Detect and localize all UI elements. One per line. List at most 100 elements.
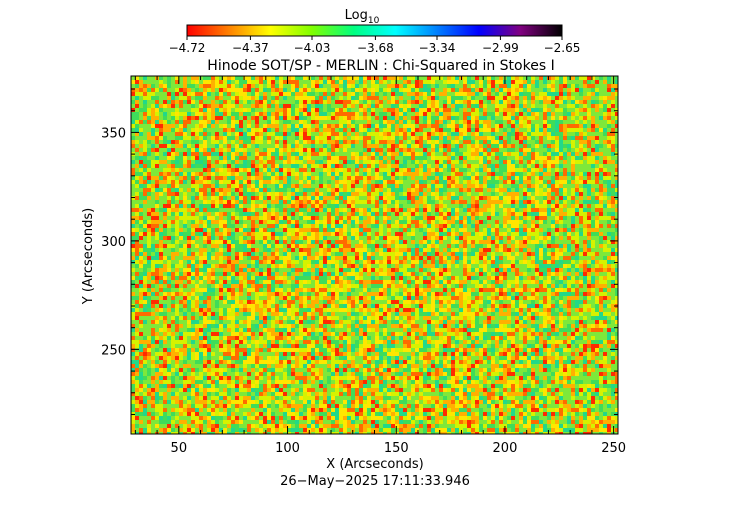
heatmap-cell bbox=[363, 216, 367, 220]
heatmap-cell bbox=[575, 164, 579, 168]
heatmap-cell bbox=[539, 196, 543, 200]
heatmap-cell bbox=[359, 172, 363, 176]
heatmap-cell bbox=[323, 212, 327, 216]
heatmap-cell bbox=[139, 180, 143, 184]
heatmap-cell bbox=[235, 176, 239, 180]
heatmap-cell bbox=[387, 136, 391, 140]
heatmap-cell bbox=[483, 164, 487, 168]
heatmap-cell bbox=[395, 168, 399, 172]
heatmap-cell bbox=[427, 80, 431, 84]
heatmap-cell bbox=[527, 132, 531, 136]
heatmap-cell bbox=[335, 204, 339, 208]
heatmap-cell bbox=[579, 116, 583, 120]
heatmap-cell bbox=[339, 184, 343, 188]
heatmap-cell bbox=[191, 232, 195, 236]
heatmap-cell bbox=[183, 80, 187, 84]
heatmap-cell bbox=[203, 212, 207, 216]
heatmap-cell bbox=[219, 124, 223, 128]
heatmap-cell bbox=[603, 180, 607, 184]
heatmap-cell bbox=[307, 128, 311, 132]
heatmap-cell bbox=[315, 124, 319, 128]
heatmap-cell bbox=[131, 188, 135, 192]
heatmap-cell bbox=[359, 232, 363, 236]
heatmap-cell bbox=[435, 80, 439, 84]
heatmap-cell bbox=[579, 220, 583, 224]
heatmap-cell bbox=[431, 76, 435, 80]
heatmap-cell bbox=[547, 176, 551, 180]
heatmap-cell bbox=[283, 220, 287, 224]
heatmap-cell bbox=[571, 136, 575, 140]
heatmap-cell bbox=[591, 124, 595, 128]
heatmap-cell bbox=[551, 160, 555, 164]
heatmap-cell bbox=[359, 92, 363, 96]
heatmap-cell bbox=[251, 108, 255, 112]
heatmap-cell bbox=[399, 96, 403, 100]
heatmap-cell bbox=[319, 160, 323, 164]
heatmap-cell bbox=[559, 116, 563, 120]
heatmap-cell bbox=[211, 192, 215, 196]
heatmap-cell bbox=[415, 236, 419, 240]
heatmap-cell bbox=[403, 180, 407, 184]
heatmap-cell bbox=[603, 100, 607, 104]
heatmap-cell bbox=[135, 196, 139, 200]
heatmap-cell bbox=[519, 200, 523, 204]
heatmap-cell bbox=[455, 172, 459, 176]
heatmap-cell bbox=[243, 144, 247, 148]
heatmap-cell bbox=[191, 192, 195, 196]
heatmap-cell bbox=[579, 232, 583, 236]
heatmap-cell bbox=[387, 108, 391, 112]
heatmap-cell bbox=[579, 124, 583, 128]
heatmap-cell bbox=[351, 216, 355, 220]
heatmap-cell bbox=[459, 184, 463, 188]
heatmap-cell bbox=[379, 204, 383, 208]
heatmap-cell bbox=[471, 124, 475, 128]
heatmap-cell bbox=[491, 156, 495, 160]
heatmap-cell bbox=[527, 196, 531, 200]
heatmap-cell bbox=[571, 164, 575, 168]
heatmap-cell bbox=[311, 136, 315, 140]
heatmap-cell bbox=[595, 184, 599, 188]
heatmap-cell bbox=[287, 236, 291, 240]
heatmap-cell bbox=[587, 120, 591, 124]
heatmap-cell bbox=[539, 124, 543, 128]
heatmap-cell bbox=[247, 232, 251, 236]
heatmap-cell bbox=[447, 156, 451, 160]
heatmap-cell bbox=[355, 212, 359, 216]
heatmap-cell bbox=[391, 136, 395, 140]
heatmap-cell bbox=[171, 212, 175, 216]
heatmap-cell bbox=[199, 212, 203, 216]
heatmap-cell bbox=[471, 212, 475, 216]
heatmap-cell bbox=[343, 140, 347, 144]
heatmap-cell bbox=[215, 80, 219, 84]
heatmap-cell bbox=[259, 88, 263, 92]
heatmap-cell bbox=[519, 104, 523, 108]
heatmap-cell bbox=[391, 76, 395, 80]
heatmap-cell bbox=[159, 148, 163, 152]
heatmap-cell bbox=[487, 100, 491, 104]
heatmap-cell bbox=[259, 224, 263, 228]
heatmap-cell bbox=[239, 192, 243, 196]
heatmap-cell bbox=[599, 196, 603, 200]
heatmap-cell bbox=[471, 80, 475, 84]
heatmap-cell bbox=[303, 224, 307, 228]
heatmap-cell bbox=[135, 76, 139, 80]
heatmap-cell bbox=[615, 216, 618, 220]
heatmap-cell bbox=[183, 192, 187, 196]
heatmap-cell bbox=[403, 108, 407, 112]
heatmap-cell bbox=[275, 164, 279, 168]
heatmap-cell bbox=[407, 216, 411, 220]
heatmap-cell bbox=[207, 132, 211, 136]
heatmap-cell bbox=[275, 100, 279, 104]
heatmap-cell bbox=[211, 152, 215, 156]
heatmap-cell bbox=[251, 84, 255, 88]
heatmap-cell bbox=[563, 140, 567, 144]
heatmap-cell bbox=[475, 216, 479, 220]
heatmap-cell bbox=[203, 128, 207, 132]
heatmap-cell bbox=[375, 136, 379, 140]
heatmap-cell bbox=[203, 80, 207, 84]
heatmap-cell bbox=[455, 88, 459, 92]
heatmap-cell bbox=[455, 196, 459, 200]
heatmap-cell bbox=[423, 128, 427, 132]
heatmap-cell bbox=[607, 172, 611, 176]
heatmap-cell bbox=[495, 236, 499, 240]
